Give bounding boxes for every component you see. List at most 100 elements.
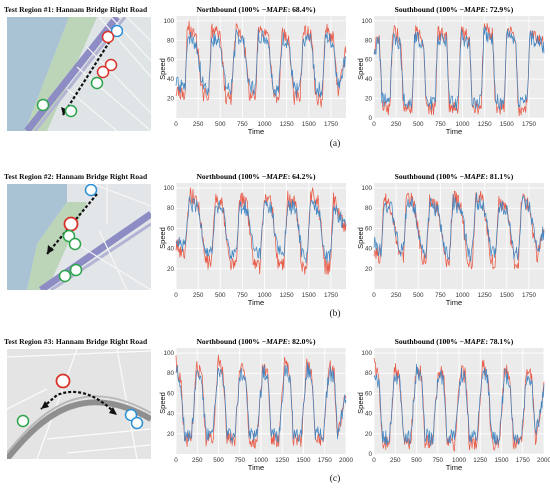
y-tick-label: 40 — [365, 411, 373, 418]
region-1-map — [7, 17, 151, 131]
series-blue-line — [175, 195, 347, 264]
chart-title: Northbound (100% −MAPE: 82.0%) — [196, 337, 316, 346]
y-tick-label: 60 — [365, 57, 373, 64]
y-tick-label: 100 — [163, 350, 174, 357]
x-tick-label: 0 — [372, 121, 376, 128]
chart-region-3-southbound: 0 20 40 60 80 100 0 250 500 750 1000 1250 1500 1750 20… — [352, 335, 550, 473]
x-axis-label: Time — [248, 463, 264, 472]
x-tick-label: 0 — [174, 457, 178, 464]
y-tick-label: 40 — [167, 411, 175, 418]
region-1-title: Test Region #1: Hannam Bridge Right Road — [4, 5, 148, 14]
y-tick-label: 60 — [365, 225, 373, 232]
region-3-map — [7, 349, 151, 463]
x-axis-label: Time — [248, 127, 264, 136]
series-blue-line — [373, 363, 545, 447]
y-tick-label: 80 — [365, 37, 373, 44]
y-tick-label: 80 — [365, 205, 373, 212]
x-tick-label: 1000 — [258, 292, 273, 299]
x-tick-label: 750 — [435, 292, 446, 299]
x-tick-label: 750 — [237, 292, 248, 299]
chart-region-1-southbound: 0 20 40 60 80 100 0 250 500 750 1000 1250 1500 1750 S… — [352, 3, 548, 137]
y-tick-label: 40 — [365, 76, 373, 83]
x-tick-label: 1750 — [522, 292, 537, 299]
y-tick-label: 40 — [167, 246, 175, 253]
y-tick-label: 100 — [163, 18, 174, 25]
x-tick-label: 0 — [372, 457, 376, 464]
x-tick-label: 250 — [391, 121, 402, 128]
x-tick-label: 2000 — [537, 457, 550, 464]
region-2-map — [7, 184, 151, 298]
y-axis-label: Speed — [356, 392, 365, 414]
x-tick-label: 250 — [193, 292, 204, 299]
x-tick-label: 1000 — [456, 292, 471, 299]
x-tick-label: 1500 — [296, 457, 311, 464]
x-tick-label: 250 — [193, 121, 204, 128]
region-3-title: Test Region #3: Hannam Bridge Right Road — [4, 337, 148, 346]
chart-title: Southbound (100% −MAPE: 72.9%) — [395, 5, 514, 14]
y-tick-label: 40 — [365, 246, 373, 253]
x-axis-label: Time — [446, 463, 462, 472]
chart-title: Northbound (100% −MAPE: 64.2%) — [196, 172, 316, 181]
x-tick-label: 1750 — [324, 121, 339, 128]
x-tick-label: 1750 — [318, 457, 333, 464]
x-tick-label: 1000 — [452, 457, 467, 464]
x-tick-label: 0 — [372, 292, 376, 299]
y-tick-label: 60 — [167, 225, 175, 232]
series-blue-line — [175, 29, 347, 98]
x-tick-label: 1500 — [500, 121, 515, 128]
x-tick-label: 500 — [213, 457, 224, 464]
chart-region-1-northbound: 20 40 60 80 100 0 250 500 750 1000 1250 1500 1750 No… — [154, 3, 350, 137]
x-tick-label: 0 — [174, 292, 178, 299]
x-tick-label: 750 — [237, 121, 248, 128]
x-tick-label: 1000 — [456, 121, 471, 128]
chart-title: Northbound (100% −MAPE: 68.4%) — [196, 5, 316, 14]
detector-markers-region-2 — [58, 184, 98, 283]
x-axis-label: Time — [446, 127, 462, 136]
plot-background — [176, 16, 346, 118]
x-tick-label: 1250 — [280, 292, 295, 299]
x-tick-label: 1250 — [473, 457, 488, 464]
x-tick-label: 1250 — [478, 292, 493, 299]
y-tick-label: 80 — [167, 37, 175, 44]
y-axis-label: Speed — [158, 392, 167, 414]
chart-title: Southbound (100% −MAPE: 78.1%) — [395, 337, 514, 346]
chart-region-3-northbound: 20 40 60 80 100 0 250 500 750 1000 1250 1500 1750 200… — [154, 335, 353, 473]
y-tick-label: 100 — [361, 185, 372, 192]
x-tick-label: 1750 — [516, 457, 531, 464]
x-tick-label: 1250 — [280, 121, 295, 128]
series-blue-line — [373, 26, 545, 111]
y-tick-label: 80 — [167, 370, 175, 377]
x-tick-label: 1500 — [500, 292, 515, 299]
x-tick-label: 750 — [234, 457, 245, 464]
plot-background — [176, 183, 346, 289]
x-axis-label: Time — [446, 298, 462, 307]
x-tick-label: 500 — [411, 457, 422, 464]
x-tick-label: 500 — [413, 121, 424, 128]
y-tick-label: 100 — [361, 18, 372, 25]
y-tick-label: 60 — [365, 390, 373, 397]
y-tick-label: 0 — [368, 451, 372, 458]
y-axis-label: Speed — [356, 227, 365, 249]
chart-region-2-southbound: 20 40 60 80 100 0 250 500 750 1000 1250 1500 1750 So… — [352, 170, 548, 308]
x-tick-label: 1250 — [275, 457, 290, 464]
plot-background — [374, 183, 544, 289]
x-tick-label: 500 — [215, 292, 226, 299]
x-tick-label: 1250 — [478, 121, 493, 128]
y-tick-label: 100 — [361, 350, 372, 357]
y-tick-label: 40 — [167, 76, 175, 83]
y-axis-label: Speed — [356, 58, 365, 80]
y-tick-label: 60 — [167, 57, 175, 64]
y-axis-label: Speed — [158, 227, 167, 249]
caption-c: (c) — [329, 474, 341, 484]
series-red-line — [175, 354, 347, 449]
x-tick-label: 1000 — [258, 121, 273, 128]
chart-title: Southbound (100% −MAPE: 81.1%) — [395, 172, 514, 181]
